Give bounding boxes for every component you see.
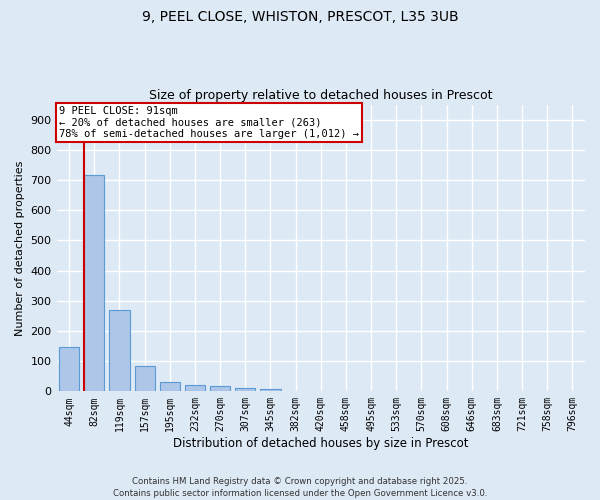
Bar xyxy=(160,382,180,392)
Text: Contains HM Land Registry data © Crown copyright and database right 2025.
Contai: Contains HM Land Registry data © Crown c… xyxy=(113,476,487,498)
Bar xyxy=(59,346,79,392)
Y-axis label: Number of detached properties: Number of detached properties xyxy=(15,160,25,336)
Title: Size of property relative to detached houses in Prescot: Size of property relative to detached ho… xyxy=(149,89,493,102)
Bar xyxy=(185,386,205,392)
Bar xyxy=(109,310,130,392)
Bar xyxy=(260,389,281,392)
Bar xyxy=(235,388,256,392)
Bar xyxy=(84,176,104,392)
X-axis label: Distribution of detached houses by size in Prescot: Distribution of detached houses by size … xyxy=(173,437,469,450)
Bar xyxy=(134,366,155,392)
Bar xyxy=(210,386,230,392)
Text: 9, PEEL CLOSE, WHISTON, PRESCOT, L35 3UB: 9, PEEL CLOSE, WHISTON, PRESCOT, L35 3UB xyxy=(142,10,458,24)
Text: 9 PEEL CLOSE: 91sqm
← 20% of detached houses are smaller (263)
78% of semi-detac: 9 PEEL CLOSE: 91sqm ← 20% of detached ho… xyxy=(59,106,359,139)
